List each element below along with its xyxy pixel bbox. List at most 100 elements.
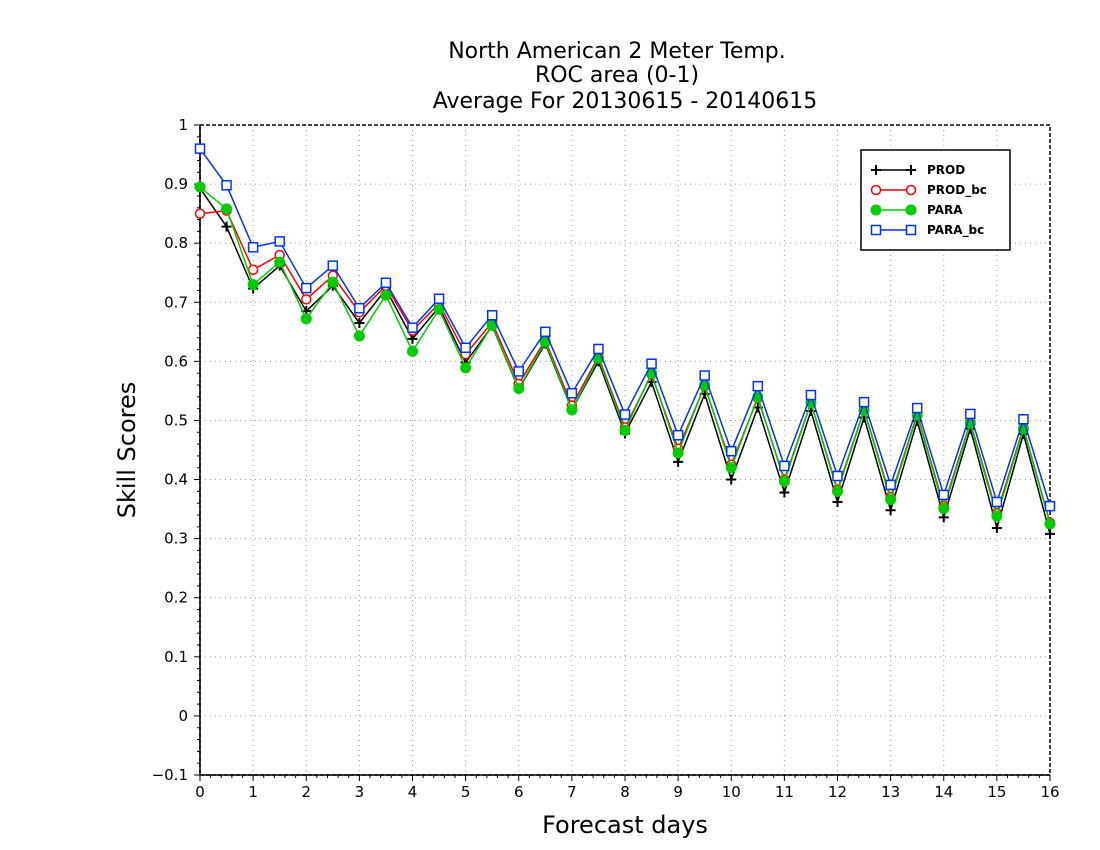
y-tick-label: 0.3 [164, 530, 188, 548]
legend-marker [870, 224, 882, 236]
data-point [1045, 528, 1055, 539]
y-tick-label: 0.1 [164, 648, 188, 666]
data-point [274, 256, 286, 268]
data-point [832, 470, 843, 482]
legend-label: PROD_bc [927, 183, 987, 198]
data-point [699, 370, 710, 381]
data-point [221, 221, 232, 232]
data-point [673, 456, 684, 467]
data-point [726, 474, 737, 485]
legend-marker [871, 165, 881, 175]
data-point [1044, 500, 1056, 512]
data-point [646, 358, 657, 369]
data-point [540, 326, 551, 338]
data-point [885, 479, 896, 491]
legend-marker [870, 184, 882, 196]
data-point [460, 342, 471, 354]
data-point [513, 383, 525, 395]
legend-marker [870, 204, 882, 216]
y-tick-label: 0.2 [164, 589, 188, 607]
data-point [885, 505, 896, 516]
y-tick-label: 0.9 [164, 175, 188, 193]
data-point [778, 475, 790, 487]
y-tick-label: 0.4 [164, 471, 188, 489]
x-tick-label: 6 [514, 783, 524, 801]
data-point [566, 404, 578, 416]
data-point [327, 260, 339, 271]
data-point [858, 396, 870, 408]
data-point [672, 447, 684, 459]
data-point [247, 279, 259, 291]
legend-entry: PARA [870, 203, 963, 217]
y-tick-label: 0.5 [164, 411, 188, 429]
data-point [433, 293, 445, 304]
x-tick-label: 7 [567, 783, 577, 801]
x-tick-label: 8 [620, 783, 630, 801]
data-point [566, 388, 578, 399]
chart-title-line-2: ROC area (0-1) [535, 63, 699, 88]
y-tick-label: −0.1 [152, 766, 188, 784]
legend-box [860, 149, 1011, 251]
data-point [938, 489, 949, 501]
x-tick-label: 9 [673, 783, 683, 801]
data-point [991, 523, 1002, 533]
data-point [779, 460, 790, 472]
y-tick-label: 0.8 [164, 234, 188, 252]
x-tick-label: 12 [828, 783, 847, 801]
legend-label: PARA [927, 203, 963, 217]
data-point [911, 402, 923, 414]
data-point [221, 203, 233, 215]
data-point [194, 143, 206, 154]
series-prod-bc [194, 205, 1056, 528]
data-point [353, 330, 365, 342]
data-point [274, 236, 285, 247]
data-point [672, 429, 684, 441]
data-point [301, 282, 312, 294]
y-tick-label: 0.7 [164, 293, 188, 311]
data-point [619, 409, 631, 420]
data-point [301, 294, 312, 305]
legend-marker [905, 184, 917, 196]
series-para [194, 181, 1056, 530]
data-point [832, 497, 843, 507]
data-point [354, 302, 365, 314]
data-point [221, 180, 232, 191]
data-point [619, 425, 631, 436]
data-point [938, 503, 950, 514]
series-para-bc [194, 143, 1056, 512]
legend-entry: PARA_bc [870, 223, 984, 238]
legend-marker [906, 165, 916, 175]
data-point [725, 462, 737, 474]
data-point [247, 264, 259, 276]
chart-title-line-1: North American 2 Meter Temp. [448, 39, 786, 64]
x-tick-label: 16 [1040, 783, 1059, 801]
data-point [726, 445, 737, 457]
data-point [885, 494, 897, 506]
data-point [300, 313, 312, 325]
x-tick-label: 14 [934, 783, 953, 801]
data-point [460, 362, 472, 374]
x-tick-label: 0 [195, 783, 205, 801]
data-point [805, 389, 817, 401]
data-point [327, 276, 339, 288]
x-tick-label: 11 [775, 783, 794, 801]
data-point [486, 310, 498, 321]
legend-entry: PROD [871, 163, 965, 177]
x-tick-label: 13 [881, 783, 900, 801]
data-point [247, 242, 259, 253]
data-point [752, 380, 764, 392]
data-point [194, 208, 206, 219]
legend: PROD PROD_bc PARA PARA_bc [860, 149, 1011, 251]
x-tick-label: 4 [408, 783, 418, 801]
legend-entry: PROD_bc [870, 183, 987, 198]
legend-label: PARA_bc [927, 223, 984, 238]
axes: 0 1 2 3 4 5 6 7 8 9 10 11 12 13 14 15 16−0.100.10.20.30.… [152, 116, 1060, 801]
x-tick-label: 15 [987, 783, 1006, 801]
data-point [965, 408, 976, 420]
legend-marker [905, 204, 917, 216]
data-point [991, 496, 1003, 508]
data-point [779, 487, 790, 498]
data-point [407, 322, 418, 333]
x-axis-title: Forecast days [542, 811, 708, 839]
legend-label: PROD [927, 163, 965, 177]
